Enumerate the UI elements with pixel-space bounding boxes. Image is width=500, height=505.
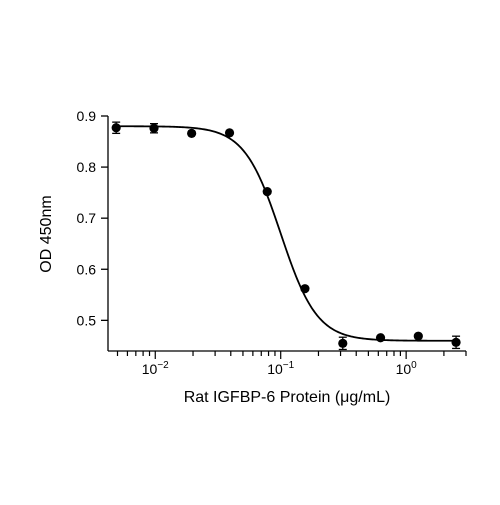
data-point <box>149 123 159 133</box>
fit-curve <box>116 125 457 342</box>
fit-layer <box>116 125 457 342</box>
y-tick-label: 0.6 <box>77 261 97 277</box>
y-tick-label: 0.8 <box>77 159 97 175</box>
data-point <box>187 128 197 138</box>
x-tick-label: 10−1 <box>267 360 294 377</box>
data-point <box>375 333 386 343</box>
data-point <box>413 331 423 341</box>
data-point <box>451 337 461 347</box>
points-layer <box>111 121 461 351</box>
x-tick-label: 10−2 <box>142 360 169 377</box>
data-point <box>262 187 272 197</box>
data-point <box>300 284 310 294</box>
x-ticks: 10−2 10−1 100 <box>116 351 467 377</box>
axes-group <box>107 116 466 352</box>
x-axis-label: Rat IGFBP-6 Protein (μg/mL) <box>184 389 391 406</box>
y-tick-label: 0.9 <box>77 108 97 124</box>
y-axis-label: OD 450nm <box>38 195 55 272</box>
y-tick-label: 0.5 <box>77 312 97 328</box>
data-point <box>111 123 121 133</box>
data-point <box>224 128 235 138</box>
y-ticks: 0.5 0.6 0.7 0.8 0.9 <box>77 108 108 328</box>
y-tick-label: 0.7 <box>77 210 97 226</box>
x-tick-label: 100 <box>396 360 418 377</box>
data-point <box>338 338 348 348</box>
